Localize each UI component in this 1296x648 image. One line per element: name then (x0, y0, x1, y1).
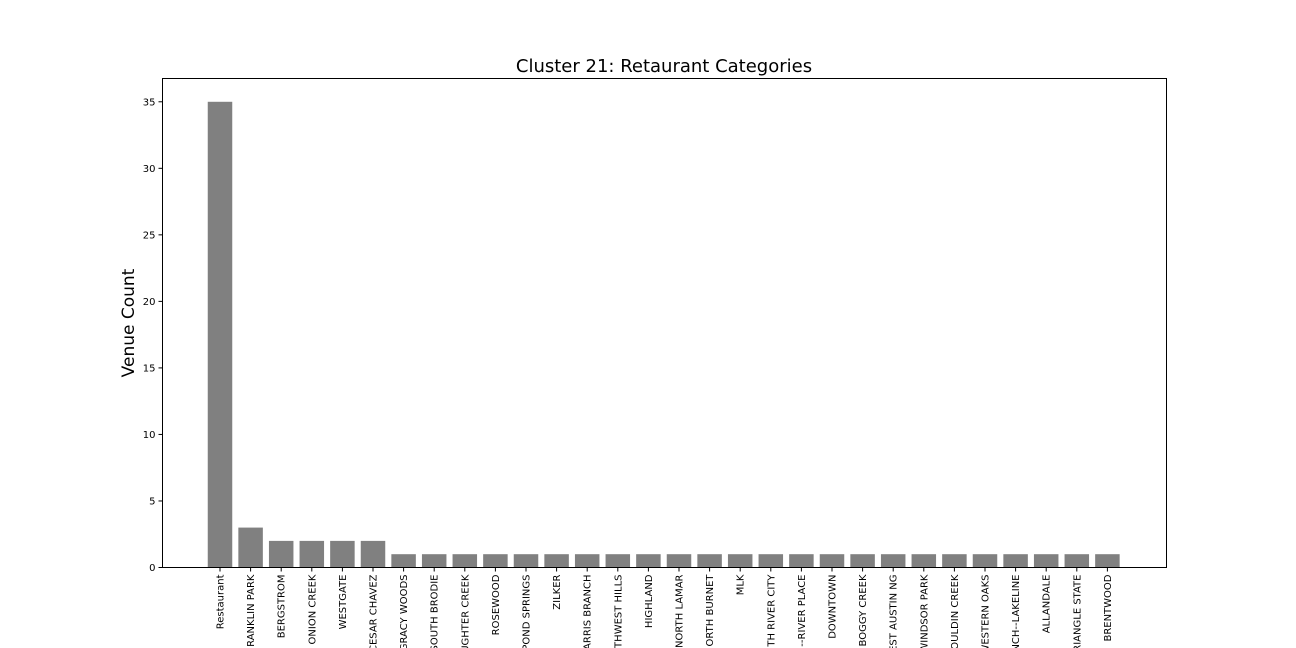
y-tick-label: 5 (149, 496, 155, 507)
x-tick-label: RANKLIN PARK (246, 574, 257, 647)
bar (421, 554, 447, 568)
bar (636, 554, 661, 568)
bar (972, 554, 998, 568)
bar (727, 554, 753, 568)
bar (483, 554, 508, 568)
bar (1033, 554, 1059, 568)
chart-title: Cluster 21: Retaurant Categories (516, 56, 812, 77)
x-tick-label: NCH--LAKELINE (1011, 575, 1022, 648)
y-tick-label: 10 (143, 430, 156, 441)
x-tick-label: ARRIS BRANCH (583, 575, 594, 648)
x-tick-label: ROSEWOOD (491, 574, 502, 635)
x-tick-label: OULDIN CREEK (950, 574, 961, 648)
x-tick-label: WESTGATE (338, 575, 349, 630)
y-tick-label: 20 (143, 297, 156, 308)
x-tick-label: WINDSOR PARK (919, 574, 930, 648)
x-axis-ticks: Restaurant RANKLIN PARK BERGSTROM ONION CRE… (216, 567, 1114, 648)
x-tick-label: UGHTER CREEK (460, 574, 471, 648)
x-tick-label: MLK (736, 574, 747, 595)
x-tick-label: POND SPRINGS (522, 575, 533, 648)
bar (452, 554, 478, 568)
bar (605, 554, 631, 568)
y-axis-ticks: 0 5 10 15 20 25 30 35 (143, 97, 163, 574)
bar (360, 540, 386, 568)
x-tick-label: HIGHLAND (644, 574, 655, 628)
bar (1003, 554, 1028, 568)
bar (880, 554, 906, 568)
x-tick-label: WESTERN OAKS (981, 575, 992, 648)
y-tick-label: 35 (143, 97, 156, 108)
x-tick-label: ALLANDALE (1042, 575, 1053, 634)
bar (513, 554, 539, 568)
x-tick-label: DOWNTOWN (828, 575, 839, 639)
bar (391, 554, 416, 568)
x-tick-label: ONION CREEK (307, 574, 318, 644)
y-tick-label: 0 (149, 563, 155, 574)
bar (330, 540, 355, 568)
x-tick-label: RIANGLE STATE (1072, 575, 1083, 648)
x-tick-label: BOGGY CREEK (858, 574, 869, 646)
bar (268, 540, 294, 568)
bar (666, 554, 692, 568)
bar (544, 554, 569, 568)
bar (819, 554, 845, 568)
x-tick-label: TH RIVER CITY (766, 574, 777, 648)
y-tick-label: 15 (143, 363, 156, 374)
bar (697, 554, 722, 568)
bar (1064, 554, 1090, 568)
x-tick-label: BERGSTROM (277, 575, 288, 639)
x-tick-label: ORTH BURNET (705, 574, 716, 647)
x-tick-label: THWEST HILLS (613, 575, 624, 648)
x-tick-label: GRACY WOODS (399, 575, 410, 648)
x-tick-label: ZILKER (552, 574, 563, 609)
y-tick-label: 30 (143, 164, 156, 175)
y-tick-label: 25 (143, 230, 156, 241)
bar (911, 554, 937, 568)
bar (758, 554, 784, 568)
x-tick-label: EST AUSTIN NG (889, 575, 900, 648)
x-tick-label: NORTH LAMAR (675, 574, 686, 647)
bar (299, 540, 325, 568)
x-tick-label: --RIVER PLACE (797, 575, 808, 647)
bar (207, 101, 233, 568)
bar (574, 554, 600, 568)
x-tick-label: BRENTWOOD (1103, 574, 1114, 641)
bar (789, 554, 814, 568)
bars (207, 101, 1120, 568)
x-tick-label: SOUTH BRODIE (430, 575, 441, 648)
x-tick-label: CESAR CHAVEZ (369, 574, 380, 648)
bar (238, 527, 263, 568)
plot-area-frame (162, 78, 1167, 568)
bar (942, 554, 967, 568)
x-tick-label: Restaurant (216, 574, 227, 629)
bar (850, 554, 875, 568)
bar (1095, 554, 1120, 568)
y-axis-label: Venue Count (119, 268, 139, 377)
